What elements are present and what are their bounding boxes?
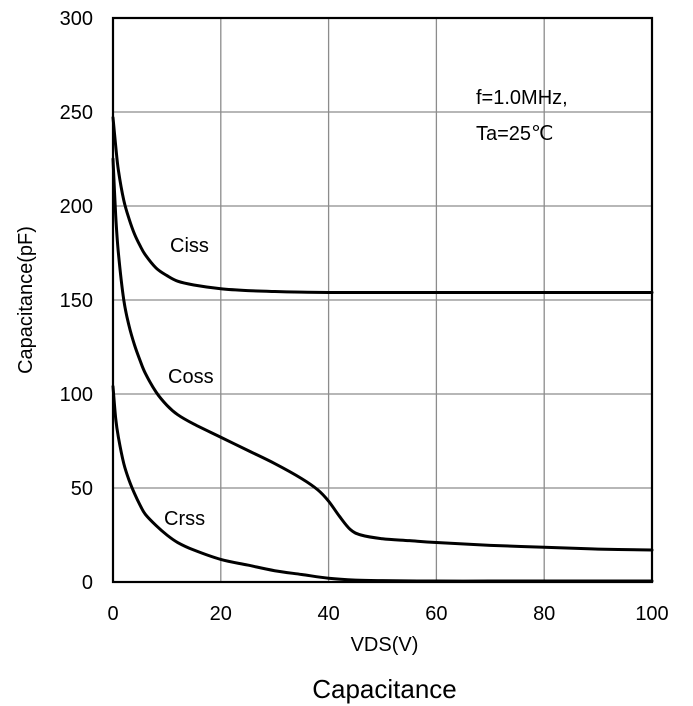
x-tick-label: 100 bbox=[635, 603, 668, 625]
series-label-crss: Crss bbox=[164, 508, 205, 530]
annotation-temperature: Ta=25℃ bbox=[476, 123, 554, 145]
series-label-ciss: Ciss bbox=[170, 235, 209, 257]
x-tick-label: 40 bbox=[317, 603, 339, 625]
x-axis-title: VDS(V) bbox=[351, 634, 419, 656]
annotation-frequency: f=1.0MHz, bbox=[476, 87, 568, 109]
chart-title: Capacitance bbox=[312, 674, 457, 704]
x-tick-labels: 0 20 40 60 80 100 bbox=[107, 603, 668, 625]
series-labels: Ciss Coss Crss bbox=[164, 235, 214, 530]
y-tick-label: 300 bbox=[60, 8, 93, 30]
x-tick-label: 0 bbox=[107, 603, 118, 625]
series-line-ciss bbox=[111, 116, 654, 295]
y-tick-labels: 0 50 100 150 200 250 300 bbox=[60, 8, 93, 594]
series-line-crss bbox=[111, 384, 654, 583]
series-line-coss bbox=[111, 157, 654, 552]
grid bbox=[113, 18, 652, 582]
x-tick-label: 20 bbox=[210, 603, 232, 625]
x-tick-label: 60 bbox=[425, 603, 447, 625]
y-tick-label: 150 bbox=[60, 290, 93, 312]
y-tick-label: 50 bbox=[71, 478, 93, 500]
y-axis-title: Capacitance(pF) bbox=[15, 226, 37, 374]
y-tick-label: 250 bbox=[60, 102, 93, 124]
plot-frame bbox=[111, 16, 654, 584]
x-tick-label: 80 bbox=[533, 603, 555, 625]
y-tick-label: 100 bbox=[60, 384, 93, 406]
y-tick-label: 0 bbox=[82, 572, 93, 594]
y-tick-label: 200 bbox=[60, 196, 93, 218]
series-label-coss: Coss bbox=[168, 366, 214, 388]
